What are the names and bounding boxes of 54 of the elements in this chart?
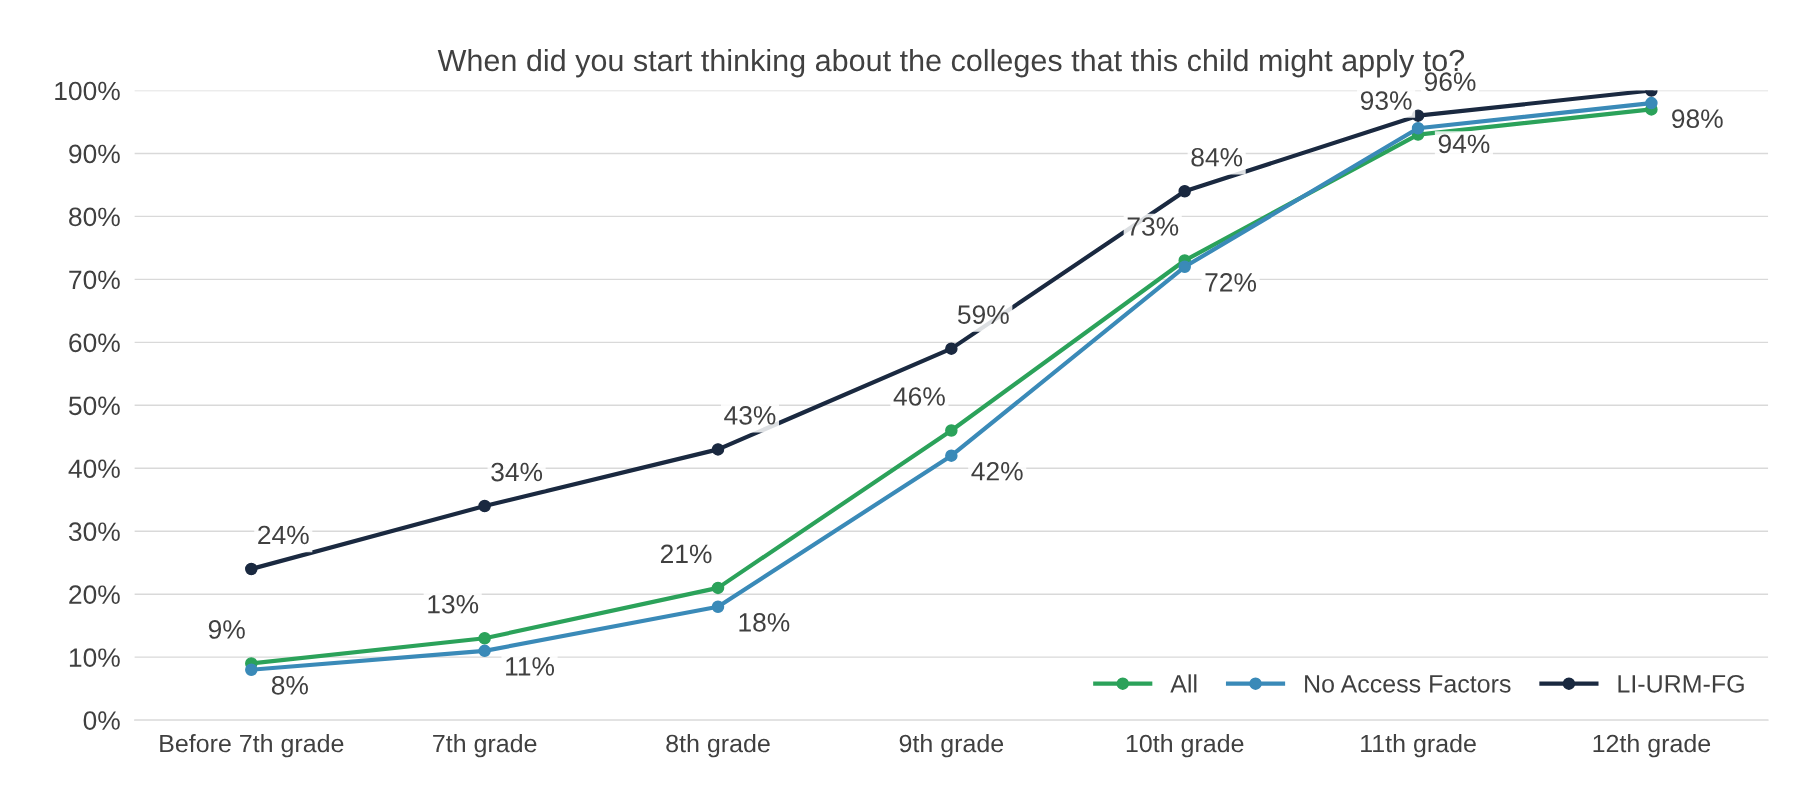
x-tick-label: 11th grade <box>1361 733 1476 758</box>
legend-label: All <box>1170 674 1197 693</box>
x-tick-label: 10th grade <box>1126 733 1244 758</box>
y-tick-label: 30% <box>68 522 120 542</box>
y-tick-label: 40% <box>68 459 120 479</box>
y-tick-label: 20% <box>69 585 120 605</box>
data-label: 34% <box>491 462 543 482</box>
data-label: 24% <box>258 525 309 545</box>
data-label: 43% <box>724 406 776 425</box>
data-label: 84% <box>1191 147 1243 167</box>
data-label: 72% <box>1205 273 1257 292</box>
y-tick-label: 100% <box>55 81 120 101</box>
point <box>1178 260 1191 274</box>
data-label: 93% <box>1360 91 1412 110</box>
data-label: 11% <box>506 657 555 676</box>
point <box>245 562 258 576</box>
y-tick-label: 0% <box>83 711 120 730</box>
point <box>945 342 958 355</box>
legend-label: No Access Factors <box>1305 675 1511 693</box>
point <box>945 449 958 462</box>
y-tick-label: 50% <box>68 396 120 416</box>
y-tick-label: 90% <box>69 144 120 164</box>
data-label: 8% <box>271 675 308 695</box>
data-label: 94% <box>1438 134 1490 154</box>
data-label: 21% <box>660 544 712 564</box>
data-label: 73% <box>1127 217 1179 236</box>
x-tick-label: 8th grade <box>666 733 770 758</box>
data-label: 42% <box>971 461 1023 481</box>
data-label: 9% <box>208 620 245 639</box>
data-label: 59% <box>957 305 1009 324</box>
point <box>478 632 491 645</box>
point <box>711 443 725 456</box>
point <box>711 600 725 614</box>
point <box>711 581 725 595</box>
x-tick-label: 9th grade <box>899 733 1004 758</box>
data-label: 46% <box>893 387 945 406</box>
point <box>245 663 258 676</box>
y-tick-label: 80% <box>69 207 120 227</box>
point <box>945 424 958 437</box>
y-tick-label: 60% <box>69 333 120 353</box>
point <box>1178 184 1191 198</box>
data-label: 13% <box>428 594 479 614</box>
y-tick-label: 10% <box>69 648 120 667</box>
point <box>1411 122 1425 135</box>
point <box>1645 96 1658 110</box>
x-tick-label: 12th grade <box>1593 733 1711 758</box>
x-tick-label: Before 7th grade <box>160 733 344 758</box>
y-tick-label: 70% <box>69 270 120 290</box>
point <box>478 644 491 658</box>
data-label: 18% <box>739 613 790 632</box>
legend-label: LI-URM-FG <box>1618 674 1744 693</box>
x-tick-label: 7th grade <box>433 733 537 758</box>
data-label: 98% <box>1672 109 1723 129</box>
point <box>478 499 491 513</box>
